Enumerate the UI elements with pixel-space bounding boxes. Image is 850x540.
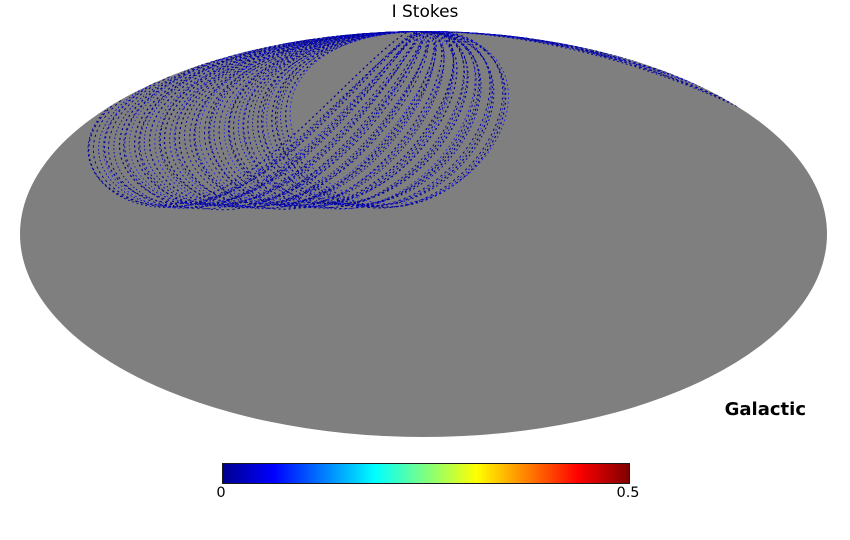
scan-ring [276, 31, 495, 206]
coordinate-system-label: Galactic [724, 399, 806, 420]
scan-ring [154, 31, 422, 207]
scan-ring [198, 31, 445, 207]
scan-ring [178, 31, 435, 209]
scan-ring [139, 31, 418, 206]
scan-ring [92, 31, 428, 208]
scan-ring [189, 31, 436, 206]
colorbar-min-label: 0 [216, 485, 226, 501]
scan-ring [184, 31, 437, 206]
scan-ring [428, 31, 672, 75]
scan-ring [87, 31, 434, 208]
scan-ring [123, 31, 431, 210]
scan-ring [213, 31, 454, 208]
scan-ring [237, 31, 468, 205]
scan-pattern [87, 31, 737, 211]
scan-ring [275, 31, 504, 209]
scan-ring [103, 31, 420, 204]
scan-ring [280, 31, 505, 208]
scan-ring [174, 31, 429, 205]
scan-ring [98, 31, 417, 207]
scan-ring [233, 31, 465, 209]
scan-ring [218, 31, 455, 208]
scan-ring [193, 31, 443, 210]
sky-ellipse [20, 31, 827, 437]
scan-ring [285, 31, 507, 208]
scan-ring [433, 31, 586, 49]
scan-ring [159, 31, 424, 204]
colorbar [222, 463, 630, 484]
colorbar-max-label: 0.5 [616, 485, 640, 501]
scan-ring [228, 31, 458, 204]
map-title: I Stokes [391, 2, 459, 22]
scan-ring [143, 31, 436, 208]
scan-ring [433, 31, 737, 107]
scan-ring [242, 31, 476, 210]
scan-ring [169, 31, 427, 208]
scan-ring [247, 31, 477, 210]
scan-ring [163, 31, 429, 208]
sky-map [20, 31, 827, 437]
scan-ring [460, 31, 689, 82]
scan-ring [271, 31, 494, 207]
scan-ring [158, 31, 438, 209]
scan-ring [194, 31, 436, 205]
scan-ring [289, 31, 509, 205]
scan-ring [227, 31, 465, 209]
scan-ring [128, 31, 434, 207]
